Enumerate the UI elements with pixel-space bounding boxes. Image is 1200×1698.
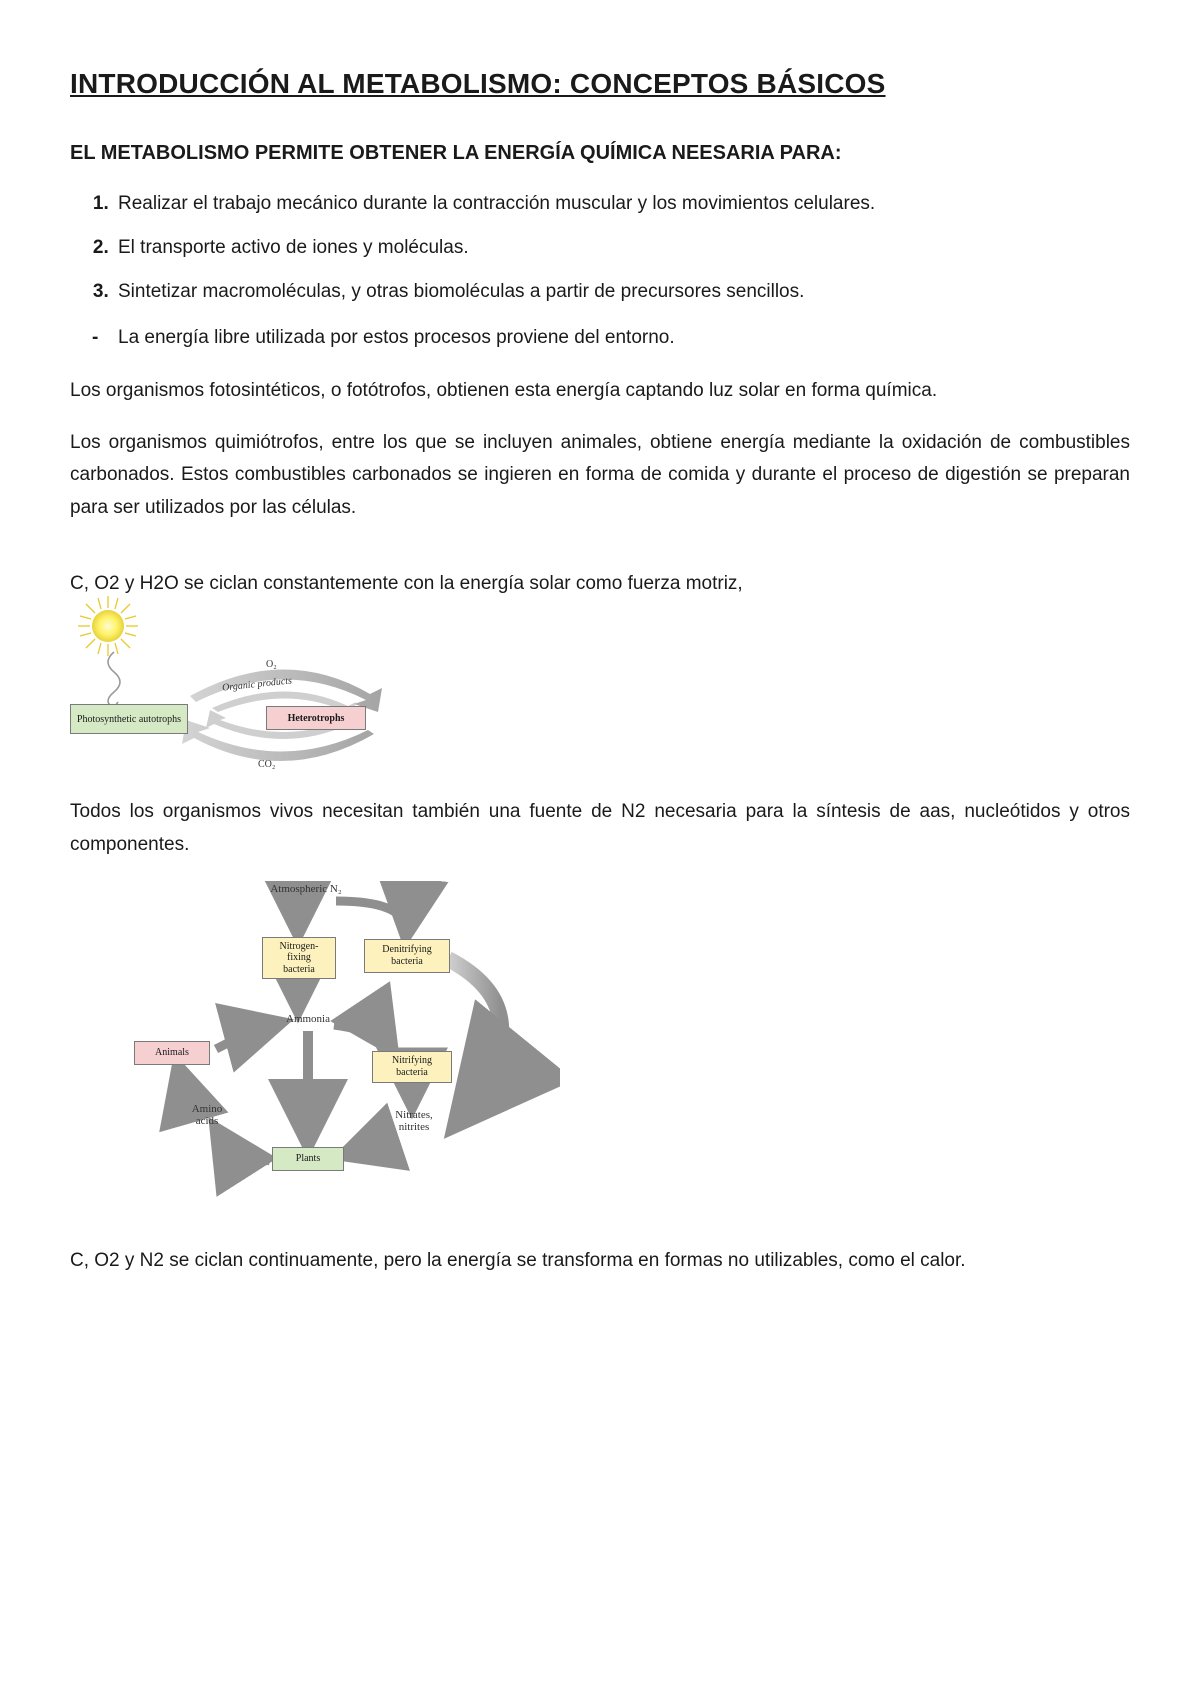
nitrogen-cycle-diagram: Atmospheric N₂ Nitrogen- fixing bacteria… bbox=[130, 881, 560, 1197]
nitrates-label: Nitrates, nitrites bbox=[382, 1109, 446, 1133]
list-item: El transporte activo de iones y molécula… bbox=[114, 232, 1130, 264]
numbered-list: Realizar el trabajo mecánico durante la … bbox=[70, 188, 1130, 309]
o2-label: O₂ bbox=[266, 656, 277, 673]
sun-icon bbox=[76, 594, 140, 658]
animals-box: Animals bbox=[134, 1041, 210, 1065]
box-label: Photosynthetic autotrophs bbox=[77, 714, 181, 726]
box-label: Nitrogen- fixing bacteria bbox=[280, 941, 319, 976]
box-label: Denitrifying bacteria bbox=[382, 944, 431, 967]
section-subtitle: EL METABOLISMO PERMITE OBTENER LA ENERGÍ… bbox=[70, 136, 1130, 170]
paragraph: Los organismos quimiótrofos, entre los q… bbox=[70, 427, 1130, 524]
box-label: Heterotrophs bbox=[288, 713, 345, 725]
n-fixing-box: Nitrogen- fixing bacteria bbox=[262, 937, 336, 979]
carbon-cycle-diagram: Photosynthetic autotrophs Heterotrophs O… bbox=[70, 604, 430, 778]
list-item: La energía libre utilizada por estos pro… bbox=[114, 322, 1130, 354]
box-label: Animals bbox=[155, 1047, 189, 1059]
heterotrophs-box: Heterotrophs bbox=[266, 706, 366, 730]
light-ray-icon bbox=[100, 650, 134, 710]
paragraph: Los organismos fotosintéticos, o fotótro… bbox=[70, 375, 1130, 407]
box-label: Plants bbox=[296, 1153, 320, 1165]
autotrophs-box: Photosynthetic autotrophs bbox=[70, 704, 188, 734]
dash-list: La energía libre utilizada por estos pro… bbox=[70, 322, 1130, 354]
nitrogen-arrows bbox=[130, 881, 560, 1197]
amino-acids-label: Amino acids bbox=[182, 1103, 232, 1127]
atm-n2-label: Atmospheric N₂ bbox=[266, 883, 346, 895]
nitrifying-box: Nitrifying bacteria bbox=[372, 1051, 452, 1083]
co2-label: CO₂ bbox=[258, 756, 275, 773]
list-item: Sintetizar macromoléculas, y otras biomo… bbox=[114, 276, 1130, 308]
page-title: INTRODUCCIÓN AL METABOLISMO: CONCEPTOS B… bbox=[70, 60, 1130, 108]
paragraph: C, O2 y H2O se ciclan constantemente con… bbox=[70, 568, 1130, 600]
paragraph: C, O2 y N2 se ciclan continuamente, pero… bbox=[70, 1245, 1130, 1277]
ammonia-label: Ammonia bbox=[276, 1013, 340, 1025]
paragraph: Todos los organismos vivos necesitan tam… bbox=[70, 796, 1130, 861]
list-item: Realizar el trabajo mecánico durante la … bbox=[114, 188, 1130, 220]
box-label: Nitrifying bacteria bbox=[392, 1055, 432, 1078]
denitrifying-box: Denitrifying bacteria bbox=[364, 939, 450, 973]
plants-box: Plants bbox=[272, 1147, 344, 1171]
